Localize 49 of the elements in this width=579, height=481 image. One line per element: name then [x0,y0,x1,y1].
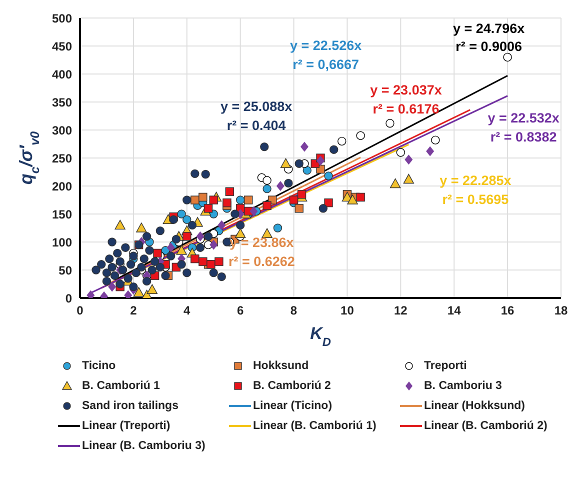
x-tick-label: 14 [447,304,462,318]
y-tick-label: 50 [58,263,72,278]
x-tick-label: 2 [130,304,138,318]
x-tick-label: 4 [184,304,191,318]
y-tick-label: 300 [52,123,72,138]
x-axis-title: K$_{D}$ [310,324,332,349]
y-tick-label: 450 [52,39,72,54]
y-tick-label: 100 [52,235,72,250]
annotation: r² = 0.6262 [228,254,295,270]
x-tick-label: 0 [76,304,84,318]
legend-label: Linear (Treporti) [82,420,170,432]
annotation: y = 25.088x [220,98,293,114]
legend-label: Linear (B. Camboriu 3) [82,440,206,452]
annotation: y = 22.526x [290,38,362,53]
annotation: r² = 0.5695 [442,192,510,207]
annotation: r² = 0.6176 [372,102,440,117]
x-tick-label: 16 [500,304,515,318]
annotation: r² = 0,6667 [292,56,360,72]
legend-label: Hokksund [253,360,309,372]
legend-label: Sand iron tailings [82,400,178,412]
annotation: y = 23.86x [230,235,294,250]
x-tick-label: 8 [290,304,298,318]
y-tick-label: 200 [52,179,72,194]
annotation: r² = 0.9006 [456,39,523,54]
legend-label: Treporti [424,360,467,372]
annotation: y = 23.037x [370,82,442,98]
y-tick-label: 250 [52,151,72,166]
y-tick-label: 350 [52,95,72,110]
annotation: y = 22.285x [440,172,512,188]
legend-label: Linear (Ticino) [253,400,332,412]
y-tick-label: 500 [52,11,72,26]
legend-label: Ticino [82,360,116,372]
x-tick-label: 12 [394,304,408,318]
legend-label: B. Camboriu 3 [424,380,502,392]
annotation: r² = 0.8382 [490,130,557,145]
legend-label: B. Camboriú 2 [253,380,331,392]
x-tick-label: 10 [340,304,354,318]
x-tick-label: 18 [554,304,568,318]
annotation: r² = 0.404 [226,118,286,133]
y-tick-label: 400 [52,67,72,82]
legend-label: Linear (B. Camboriú 2) [424,420,548,432]
y-tick-label: 150 [52,207,72,222]
annotation: y = 24.796x [453,21,526,36]
x-tick-label: 6 [236,304,244,318]
legend-label: Linear (Hokksund) [424,400,525,412]
y-tick-label: 0 [65,291,72,306]
annotation: y = 22.532x [488,110,560,126]
legend-label: Linear (B. Camboriú 1) [253,420,376,432]
legend-label: B. Camboriú 1 [82,380,160,392]
